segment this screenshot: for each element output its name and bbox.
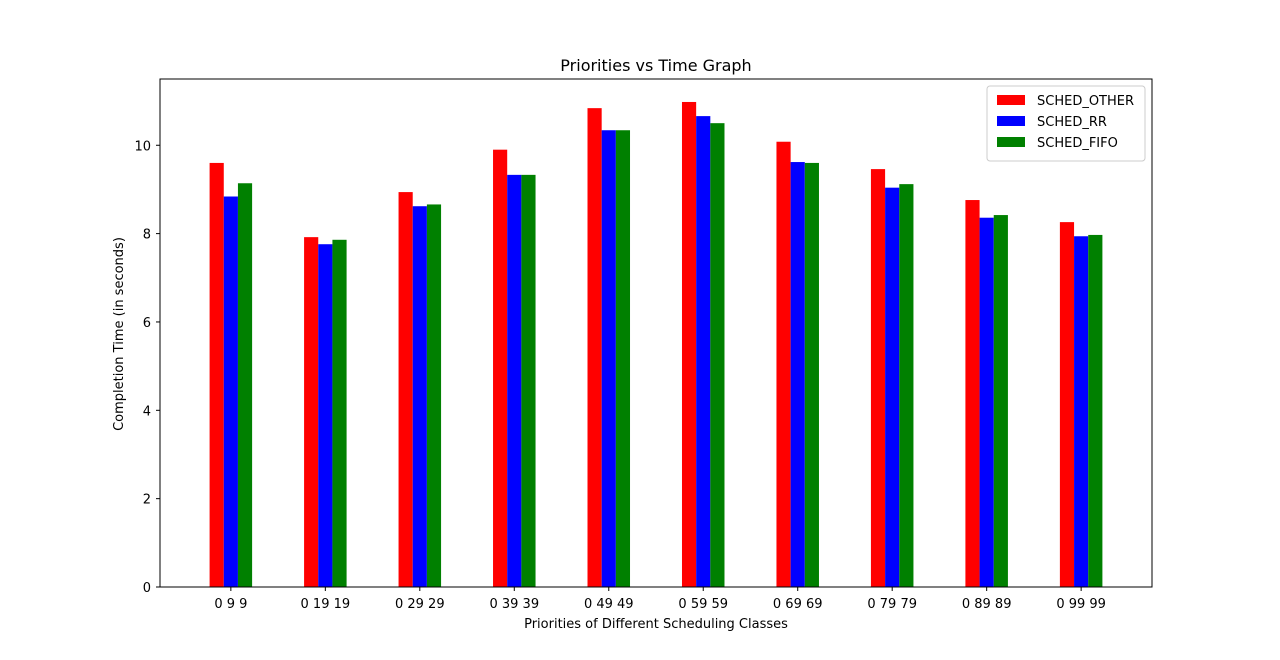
bar-sched-rr-5 xyxy=(696,116,711,588)
bar-sched-fifo-6 xyxy=(804,162,819,587)
bar-sched-other-7 xyxy=(870,169,886,588)
bar-sched-fifo-5 xyxy=(710,123,725,588)
bar-sched-other-5 xyxy=(681,101,697,587)
bar-sched-rr-2 xyxy=(412,206,427,587)
legend-swatch-sched-other xyxy=(997,95,1025,105)
x-tick-label: 0 59 59 xyxy=(678,597,728,612)
bar-sched-rr-3 xyxy=(507,174,522,588)
bar-sched-rr-7 xyxy=(885,187,900,588)
bar-sched-fifo-9 xyxy=(1088,234,1103,587)
bar-sched-rr-6 xyxy=(790,162,805,588)
legend-swatch-sched-rr xyxy=(997,116,1025,126)
chart-title: Priorities vs Time Graph xyxy=(560,56,751,75)
x-tick-label: 0 19 19 xyxy=(301,597,351,612)
y-tick-label: 8 xyxy=(143,228,151,243)
legend-label-sched-fifo: SCHED_FIFO xyxy=(1037,136,1118,151)
bar-sched-other-3 xyxy=(493,149,508,587)
bar-sched-fifo-1 xyxy=(332,239,347,588)
bar-sched-rr-8 xyxy=(979,217,994,587)
bar-sched-other-4 xyxy=(587,108,602,588)
legend-box xyxy=(986,85,1146,162)
y-tick-label: 2 xyxy=(143,493,151,508)
bar-sched-rr-9 xyxy=(1074,236,1089,587)
y-tick-label: 6 xyxy=(143,316,151,331)
bar-sched-other-6 xyxy=(776,141,791,588)
bar-sched-fifo-3 xyxy=(521,174,536,588)
x-tick-label: 0 49 49 xyxy=(584,597,634,612)
legend-label-sched-rr: SCHED_RR xyxy=(1037,115,1107,130)
x-axis-ticks: 0 9 9 0 19 19 0 29 29 0 39 39 0 49 49 0 59 59… xyxy=(214,587,1106,612)
legend-label-sched-other: SCHED_OTHER xyxy=(1037,94,1134,109)
y-tick-label: 0 xyxy=(143,581,151,596)
x-tick-label: 0 79 79 xyxy=(867,597,917,612)
legend-swatch-sched-fifo xyxy=(997,137,1025,147)
bar-sched-other-2 xyxy=(398,192,413,587)
x-tick-label: 0 69 69 xyxy=(773,597,823,612)
x-axis-title: Priorities of Different Scheduling Class… xyxy=(524,617,788,632)
y-axis-ticks: 0 2 4 6 8 10 xyxy=(134,139,160,596)
bar-sched-fifo-0 xyxy=(237,183,253,587)
bar-sched-fifo-8 xyxy=(993,215,1008,587)
x-tick-label: 0 29 29 xyxy=(395,597,445,612)
bar-sched-fifo-2 xyxy=(426,204,442,587)
x-tick-label: 0 89 89 xyxy=(962,597,1012,612)
y-tick-label: 10 xyxy=(134,139,151,154)
x-tick-label: 0 9 9 xyxy=(214,597,247,612)
bar-sched-fifo-7 xyxy=(899,184,914,587)
bars-layer xyxy=(209,101,1103,588)
legend: SCHED_OTHER SCHED_RR SCHED_FIFO xyxy=(986,85,1146,162)
bar-sched-other-8 xyxy=(965,200,980,588)
x-tick-label: 0 39 39 xyxy=(489,597,539,612)
bar-sched-rr-4 xyxy=(601,130,616,588)
bar-sched-rr-1 xyxy=(318,244,333,587)
bar-sched-rr-0 xyxy=(223,196,238,587)
bar-sched-other-0 xyxy=(209,162,224,587)
bar-sched-other-9 xyxy=(1059,222,1075,587)
bar-sched-other-1 xyxy=(304,237,319,587)
x-tick-label: 0 99 99 xyxy=(1056,597,1106,612)
y-axis-title: Completion Time (in seconds) xyxy=(112,237,127,431)
plot-area-frame xyxy=(159,78,1153,588)
bar-sched-fifo-4 xyxy=(615,130,631,588)
y-tick-label: 4 xyxy=(143,404,151,419)
